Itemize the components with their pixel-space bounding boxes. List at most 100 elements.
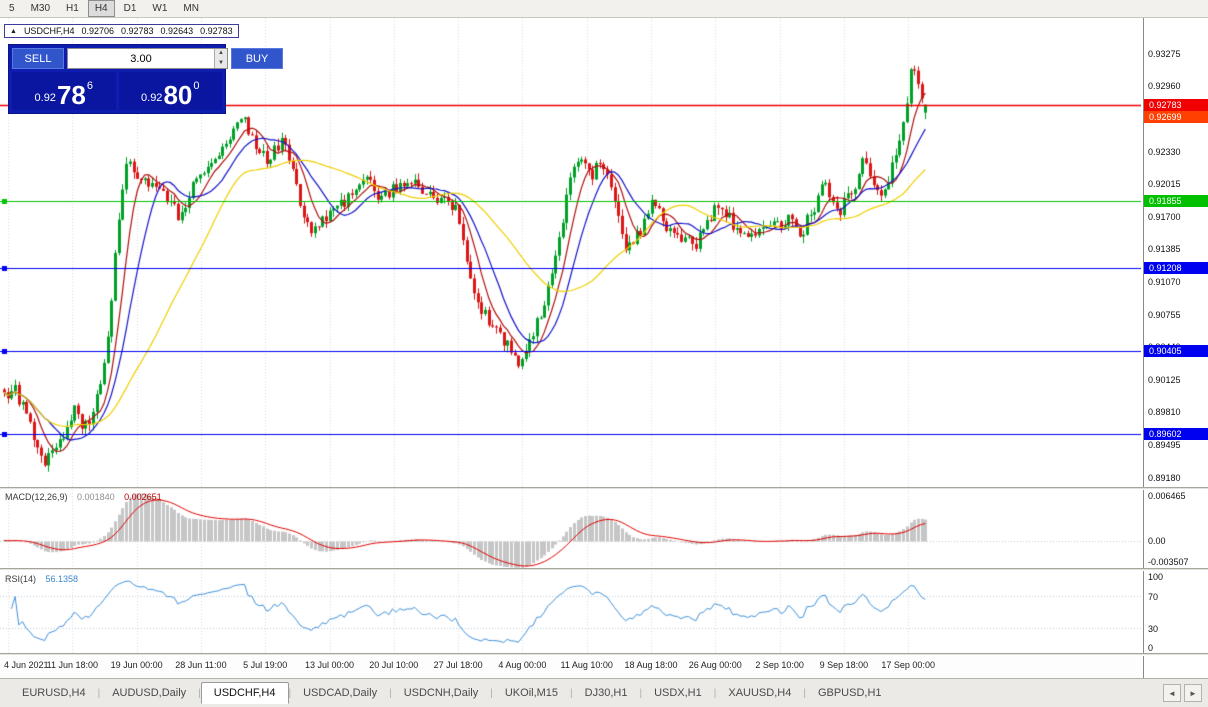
price-level-tag: 0.91855 bbox=[1144, 194, 1208, 207]
trade-controls-row: SELL ▲ ▼ BUY bbox=[12, 48, 283, 69]
price-axis-label: 0.91385 bbox=[1148, 244, 1181, 255]
volume-up-button[interactable]: ▲ bbox=[214, 49, 227, 59]
price-level-tag: 0.90405 bbox=[1144, 344, 1208, 357]
tab-separator: | bbox=[639, 687, 643, 699]
volume-down-button[interactable]: ▼ bbox=[214, 58, 227, 68]
chart-tab-dj30-h1[interactable]: DJ30,H1 bbox=[584, 687, 628, 699]
panel-divider-timeaxis bbox=[0, 653, 1208, 656]
buy-price-big-digits: 80 bbox=[163, 80, 193, 110]
chart-tabs-bar: EURUSD,H4 | AUDUSD,Daily | USDCHF,H4 | USDCAD,… bbox=[0, 678, 1208, 707]
macd-axis-label: 0.00 bbox=[1148, 535, 1166, 546]
macd-name: MACD(12,26,9) bbox=[5, 492, 68, 502]
tab-separator: | bbox=[803, 687, 806, 699]
buy-button[interactable]: BUY bbox=[231, 48, 283, 69]
chart-tab-eurusd-h4[interactable]: EURUSD,H4 bbox=[22, 687, 86, 699]
chart-tab-usdcnh-daily[interactable]: USDCNH,Daily bbox=[403, 687, 479, 699]
timeframe-toolbar: 5 M30 H1 H4 D1 W1 MN bbox=[0, 0, 1208, 18]
chevron-down-icon: ▼ bbox=[218, 59, 224, 66]
triangle-up-icon: ▲ bbox=[10, 27, 17, 35]
timeframe-button-5[interactable]: 5 bbox=[9, 3, 15, 14]
tab-separator: | bbox=[713, 687, 717, 699]
price-level-tag: 0.92783 bbox=[1144, 98, 1208, 111]
sell-button[interactable]: SELL bbox=[12, 48, 64, 69]
timeframe-button-m30[interactable]: M30 bbox=[30, 3, 51, 14]
chart-tab-xauusd-h4[interactable]: XAUUSD,H4 bbox=[728, 687, 792, 699]
time-axis-label: 9 Sep 18:00 bbox=[819, 660, 869, 670]
chart-tab-audusd-daily[interactable]: AUDUSD,Daily bbox=[112, 687, 187, 699]
sell-price-pipette: 6 bbox=[86, 80, 93, 92]
time-axis-label: 19 Jun 00:00 bbox=[110, 660, 163, 670]
tab-separator: | bbox=[389, 687, 392, 699]
timeframe-button-d1[interactable]: D1 bbox=[123, 3, 137, 14]
chart-tab-usdcad-daily[interactable]: USDCAD,Daily bbox=[303, 687, 378, 699]
macd-axis-label: -0.003507 bbox=[1148, 557, 1189, 567]
buy-price-display[interactable]: 0.92 80 0 bbox=[118, 72, 222, 110]
chart-tab-gbpusd-h1[interactable]: GBPUSD,H1 bbox=[817, 687, 882, 699]
scroll-right-icon: ► bbox=[1189, 688, 1197, 698]
ohlc-low: 0.92643 bbox=[160, 26, 194, 36]
tabs-scroll-left-button[interactable]: ◄ bbox=[1163, 684, 1181, 702]
sell-price-prefix: 0.92 bbox=[34, 92, 56, 104]
price-axis-label: 0.92330 bbox=[1148, 146, 1181, 157]
buy-price-pipette: 0 bbox=[193, 80, 200, 92]
rsi-axis-label: 30 bbox=[1148, 624, 1159, 635]
chart-tab-ukoil-m15[interactable]: UKOil,M15 bbox=[504, 687, 559, 699]
price-axis-label: 0.90755 bbox=[1148, 309, 1181, 320]
price-axis-label: 0.91070 bbox=[1148, 277, 1181, 287]
chevron-up-icon: ▲ bbox=[218, 50, 224, 56]
tab-separator: | bbox=[97, 687, 101, 699]
time-axis-label: 17 Sep 00:00 bbox=[881, 660, 935, 670]
buy-price-prefix: 0.92 bbox=[141, 92, 163, 104]
price-level-tag: 0.92699 bbox=[1144, 110, 1208, 123]
ohlc-close: 0.92783 bbox=[200, 26, 233, 36]
time-axis-label: 4 Jun 2021 bbox=[4, 660, 49, 670]
time-axis-label: 28 Jun 11:00 bbox=[175, 660, 227, 670]
rsi-axis-label: 70 bbox=[1148, 591, 1159, 602]
price-axis-label: 0.89180 bbox=[1148, 472, 1181, 483]
timeframe-button-w1[interactable]: W1 bbox=[152, 3, 168, 14]
timeframe-button-h4[interactable]: H4 bbox=[87, 0, 115, 17]
time-axis-label: 20 Jul 10:00 bbox=[369, 660, 419, 670]
macd-axis-label: 0.006465 bbox=[1148, 491, 1186, 501]
tab-separator: | bbox=[490, 687, 493, 699]
time-axis: 4 Jun 2021 11 Jun 18:00 19 Jun 00:00 28 Jun… bbox=[0, 656, 1143, 678]
price-axis-label: 0.91700 bbox=[1148, 211, 1181, 222]
price-chart-canvas[interactable] bbox=[0, 18, 1141, 653]
chart-tab-usdx-h1[interactable]: USDX,H1 bbox=[654, 687, 702, 699]
price-level-tag: 0.91208 bbox=[1144, 261, 1208, 274]
ohlc-open: 0.92706 bbox=[81, 26, 114, 36]
volume-spinner: ▲ ▼ bbox=[214, 49, 227, 68]
tab-separator: | bbox=[570, 687, 573, 699]
tabs-scroll-right-button[interactable]: ► bbox=[1184, 684, 1202, 702]
price-level-tag: 0.89602 bbox=[1144, 427, 1208, 440]
trade-prices-row: 0.92 78 6 0.92 80 0 bbox=[12, 72, 222, 110]
sell-price-big-digits: 78 bbox=[56, 80, 86, 110]
panel-divider-macd[interactable] bbox=[0, 487, 1208, 490]
macd-indicator-label: MACD(12,26,9) 0.001840 0.002651 bbox=[5, 492, 162, 502]
scroll-left-icon: ◄ bbox=[1168, 688, 1176, 698]
rsi-name: RSI(14) bbox=[5, 574, 37, 584]
timeframe-button-mn[interactable]: MN bbox=[183, 3, 199, 14]
rsi-value: 56.1358 bbox=[45, 574, 79, 584]
price-axis-label: 0.90125 bbox=[1148, 374, 1181, 385]
volume-input[interactable] bbox=[68, 49, 214, 68]
time-axis-label: 11 Aug 10:00 bbox=[560, 660, 613, 670]
ohlc-high: 0.92783 bbox=[121, 26, 154, 36]
price-axis-label: 0.92015 bbox=[1148, 179, 1181, 190]
macd-signal-value: 0.002651 bbox=[124, 492, 162, 502]
timeframe-button-h1[interactable]: H1 bbox=[66, 3, 79, 14]
time-axis-label: 2 Sep 10:00 bbox=[755, 660, 804, 670]
price-axis-label: 0.89810 bbox=[1148, 407, 1181, 418]
panel-divider-rsi[interactable] bbox=[0, 568, 1208, 571]
price-axis-label: 0.93275 bbox=[1148, 48, 1181, 59]
tab-scroll-buttons: ◄ ► bbox=[1163, 684, 1202, 702]
volume-control: ▲ ▼ bbox=[67, 48, 228, 69]
sell-price-display[interactable]: 0.92 78 6 bbox=[12, 72, 116, 110]
time-axis-label: 13 Jul 00:00 bbox=[304, 660, 355, 670]
ohlc-symbol: USDCHF,H4 bbox=[23, 26, 75, 36]
rsi-axis-label: 0 bbox=[1148, 643, 1154, 653]
tab-separator: | bbox=[198, 687, 201, 699]
chart-tab-usdchf-h4[interactable]: USDCHF,H4 bbox=[200, 682, 289, 704]
time-axis-label: 11 Jun 18:00 bbox=[46, 660, 98, 670]
